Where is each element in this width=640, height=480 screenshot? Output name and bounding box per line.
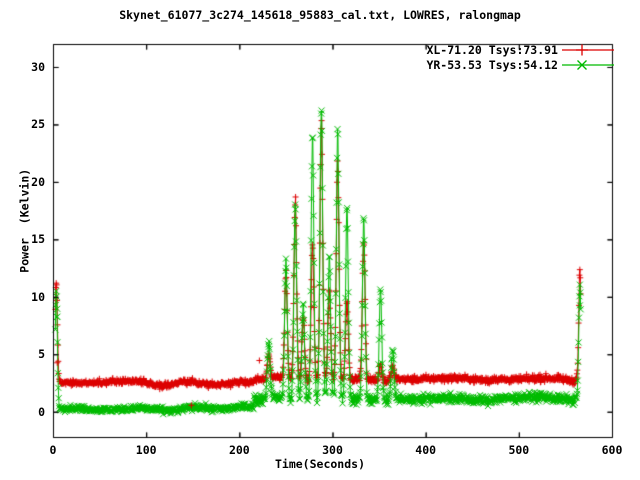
y-axis-label: Power (Kelvin) (17, 168, 32, 273)
legend-item-yr: YR-53.53 Tsys:54.12 (426, 58, 614, 73)
legend-item-xl: XL-71.20 Tsys:73.91 (426, 43, 614, 58)
y-tick-label: 15 (31, 232, 45, 247)
y-tick-label: 25 (31, 117, 45, 132)
y-tick-label: 30 (31, 59, 45, 74)
x-tick-label: 200 (228, 443, 250, 457)
legend-sample-xl (562, 44, 614, 56)
legend: XL-71.20 Tsys:73.91 YR-53.53 Tsys:54.12 (426, 43, 614, 73)
y-tick-label: 5 (38, 347, 45, 362)
chart-title: Skynet_61077_3c274_145618_95883_cal.txt,… (119, 8, 521, 22)
x-tick-label: 100 (135, 443, 157, 457)
legend-sample-yr (562, 60, 614, 70)
x-tick-label: 600 (601, 443, 623, 457)
legend-label-xl: XL-71.20 Tsys:73.91 (426, 43, 558, 57)
x-axis-label: Time(Seconds) (274, 457, 365, 471)
x-tick-label: 500 (508, 443, 530, 457)
x-tick-label: 300 (322, 443, 343, 457)
y-tick-label: 20 (31, 174, 45, 189)
x-tick-label: 400 (415, 443, 437, 457)
x-tick-label: 0 (49, 443, 57, 457)
y-tick-label: 0 (38, 404, 45, 419)
legend-label-yr: YR-53.53 Tsys:54.12 (426, 58, 558, 72)
y-tick-label: 10 (31, 289, 45, 304)
